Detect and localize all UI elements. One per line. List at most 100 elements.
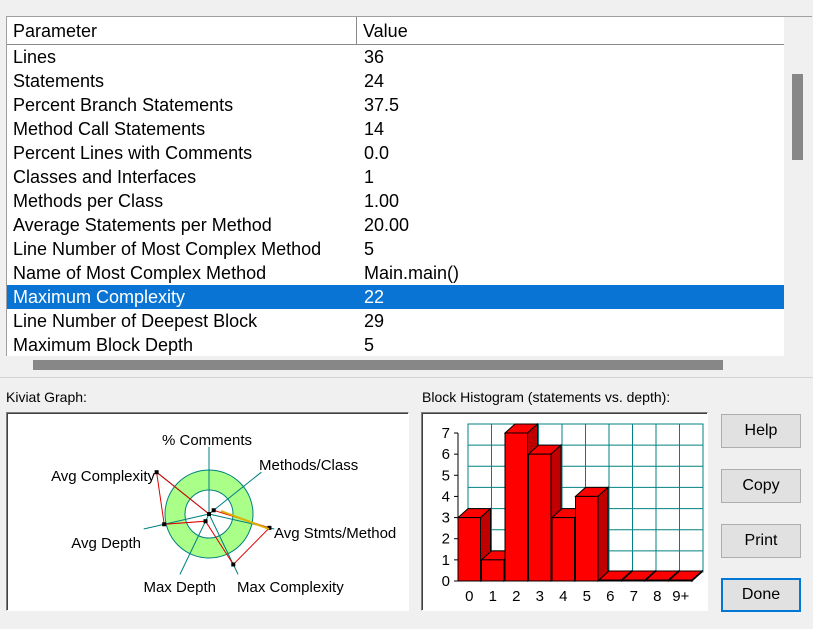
parameter-cell: Name of Most Complex Method xyxy=(13,263,267,283)
kiviat-vertex-marker xyxy=(267,525,272,530)
histogram-y-tick-label: 6 xyxy=(442,446,450,463)
histogram-bar-side xyxy=(597,486,609,583)
histogram-x-tick-label: 6 xyxy=(606,588,614,605)
histogram-x-tick-label: 3 xyxy=(536,588,544,605)
parameter-cell: Maximum Block Depth xyxy=(13,335,194,355)
kiviat-graph-label: Kiviat Graph: xyxy=(6,389,87,405)
copy-button[interactable]: Copy xyxy=(721,469,801,503)
histogram-y-tick-label: 2 xyxy=(442,531,450,548)
histogram-bar xyxy=(481,559,505,582)
value-cell: 1.00 xyxy=(364,191,400,211)
block-histogram-panel: 0 1 2 3 4 5 6 7 0 1 2 3 4 5 6 7 8 9+ xyxy=(421,412,708,611)
parameter-cell: Classes and Interfaces xyxy=(13,167,197,187)
table-row[interactable]: Maximum Complexity 22 xyxy=(7,285,785,309)
value-cell: 20.00 xyxy=(364,215,410,235)
parameter-cell: Statements xyxy=(13,71,105,91)
value-cell: 14 xyxy=(364,119,385,139)
table-row[interactable]: Percent Branch Statements 37.5 xyxy=(7,93,785,117)
table-row[interactable]: Statements 24 xyxy=(7,69,785,93)
value-cell: 22 xyxy=(364,287,385,307)
kiviat-vertex-marker xyxy=(203,519,208,524)
parameter-cell: Line Number of Deepest Block xyxy=(13,311,258,331)
table-row[interactable]: Percent Lines with Comments 0.0 xyxy=(7,141,785,165)
parameter-cell: Maximum Complexity xyxy=(13,287,186,307)
scrollbar-corner xyxy=(784,356,812,374)
histogram-x-tick-label: 9+ xyxy=(672,588,689,605)
kiviat-vertex-marker xyxy=(211,508,216,513)
histogram-x-tick-label: 0 xyxy=(465,588,473,605)
kiviat-axis-label: Avg Complexity xyxy=(51,468,155,485)
column-header-parameter[interactable]: Parameter xyxy=(7,17,357,44)
histogram-bar xyxy=(504,432,528,582)
histogram-x-tick-label: 1 xyxy=(489,588,497,605)
help-button[interactable]: Help xyxy=(721,414,801,448)
histogram-y-tick-label: 1 xyxy=(442,552,450,569)
kiviat-axis-label: % Comments xyxy=(162,432,252,449)
parameter-cell: Method Call Statements xyxy=(13,119,206,139)
value-cell: 24 xyxy=(364,71,385,91)
kiviat-axis-label: Methods/Class xyxy=(259,457,358,474)
value-cell: 1 xyxy=(364,167,375,187)
kiviat-axis-line xyxy=(208,471,262,515)
table-row[interactable]: Classes and Interfaces 1 xyxy=(7,165,785,189)
kiviat-axis-label: Max Depth xyxy=(143,579,216,596)
histogram-y-tick-label: 0 xyxy=(442,573,450,590)
value-cell: 5 xyxy=(364,335,375,355)
histogram-bar xyxy=(551,517,575,582)
histogram-y-tick-label: 4 xyxy=(442,488,450,505)
kiviat-axis-line xyxy=(179,513,210,575)
histogram-bar xyxy=(669,579,693,582)
kiviat-axis-line xyxy=(143,513,210,530)
kiviat-highlight-line xyxy=(220,510,270,530)
histogram-y-tick-label: 3 xyxy=(442,510,450,527)
table-body: Lines 36 Statements 24 Percent Branch Statem… xyxy=(7,45,785,357)
parameter-cell: Methods per Class xyxy=(13,191,164,211)
parameter-cell: Average Statements per Method xyxy=(13,215,272,235)
parameter-cell: Percent Lines with Comments xyxy=(13,143,253,163)
histogram-x-tick-label: 4 xyxy=(559,588,567,605)
done-button[interactable]: Done xyxy=(721,578,801,612)
table-row[interactable]: Line Number of Most Complex Method 5 xyxy=(7,237,785,261)
table-row[interactable]: Line Number of Deepest Block 29 xyxy=(7,309,785,333)
kiviat-vertex-marker xyxy=(154,470,159,475)
table-header: Parameter Value xyxy=(7,17,785,45)
kiviat-metric-polygon xyxy=(155,471,271,566)
vertical-scroll-thumb[interactable] xyxy=(792,74,803,160)
parameter-cell: Line Number of Most Complex Method xyxy=(13,239,322,259)
kiviat-graph-panel: % Comments Methods/Class Avg Stmts/Method M… xyxy=(6,412,409,611)
table-row[interactable]: Method Call Statements 14 xyxy=(7,117,785,141)
table-row[interactable]: Methods per Class 1.00 xyxy=(7,189,785,213)
value-cell: 29 xyxy=(364,311,385,331)
table-row[interactable]: Average Statements per Method 20.00 xyxy=(7,213,785,237)
histogram-bar xyxy=(622,579,646,582)
histogram-bar xyxy=(598,579,622,582)
vertical-scrollbar[interactable] xyxy=(784,16,812,357)
kiviat-vertex-marker xyxy=(162,522,167,527)
histogram-x-tick-label: 5 xyxy=(583,588,591,605)
column-header-value[interactable]: Value xyxy=(363,21,408,41)
metrics-table: Parameter Value Lines 36 Statements 24 Perce… xyxy=(6,16,785,357)
kiviat-vertex-marker xyxy=(207,512,211,516)
print-button[interactable]: Print xyxy=(721,524,801,558)
histogram-x-tick-label: 2 xyxy=(512,588,520,605)
parameter-cell: Percent Branch Statements xyxy=(13,95,234,115)
histogram-y-tick-label: 7 xyxy=(442,425,450,442)
value-cell: 37.5 xyxy=(364,95,400,115)
table-row[interactable]: Lines 36 xyxy=(7,45,785,69)
histogram-bar xyxy=(575,495,599,582)
block-histogram-label: Block Histogram (statements vs. depth): xyxy=(422,389,671,405)
table-row[interactable]: Maximum Block Depth 5 xyxy=(7,333,785,357)
kiviat-graph: % Comments Methods/Class Avg Stmts/Method M… xyxy=(51,432,396,596)
horizontal-scroll-thumb[interactable] xyxy=(33,360,723,370)
kiviat-axis-label: Avg Depth xyxy=(71,535,141,552)
value-cell: Main.main() xyxy=(364,263,460,283)
histogram-bar xyxy=(645,579,669,582)
parameter-cell: Lines xyxy=(13,47,57,67)
divider xyxy=(0,377,813,378)
horizontal-scrollbar[interactable] xyxy=(6,356,784,374)
value-cell: 5 xyxy=(364,239,375,259)
histogram-x-tick-label: 7 xyxy=(630,588,638,605)
kiviat-axis-label: Max Complexity xyxy=(237,579,344,596)
table-row[interactable]: Name of Most Complex Method Main.main() xyxy=(7,261,785,285)
